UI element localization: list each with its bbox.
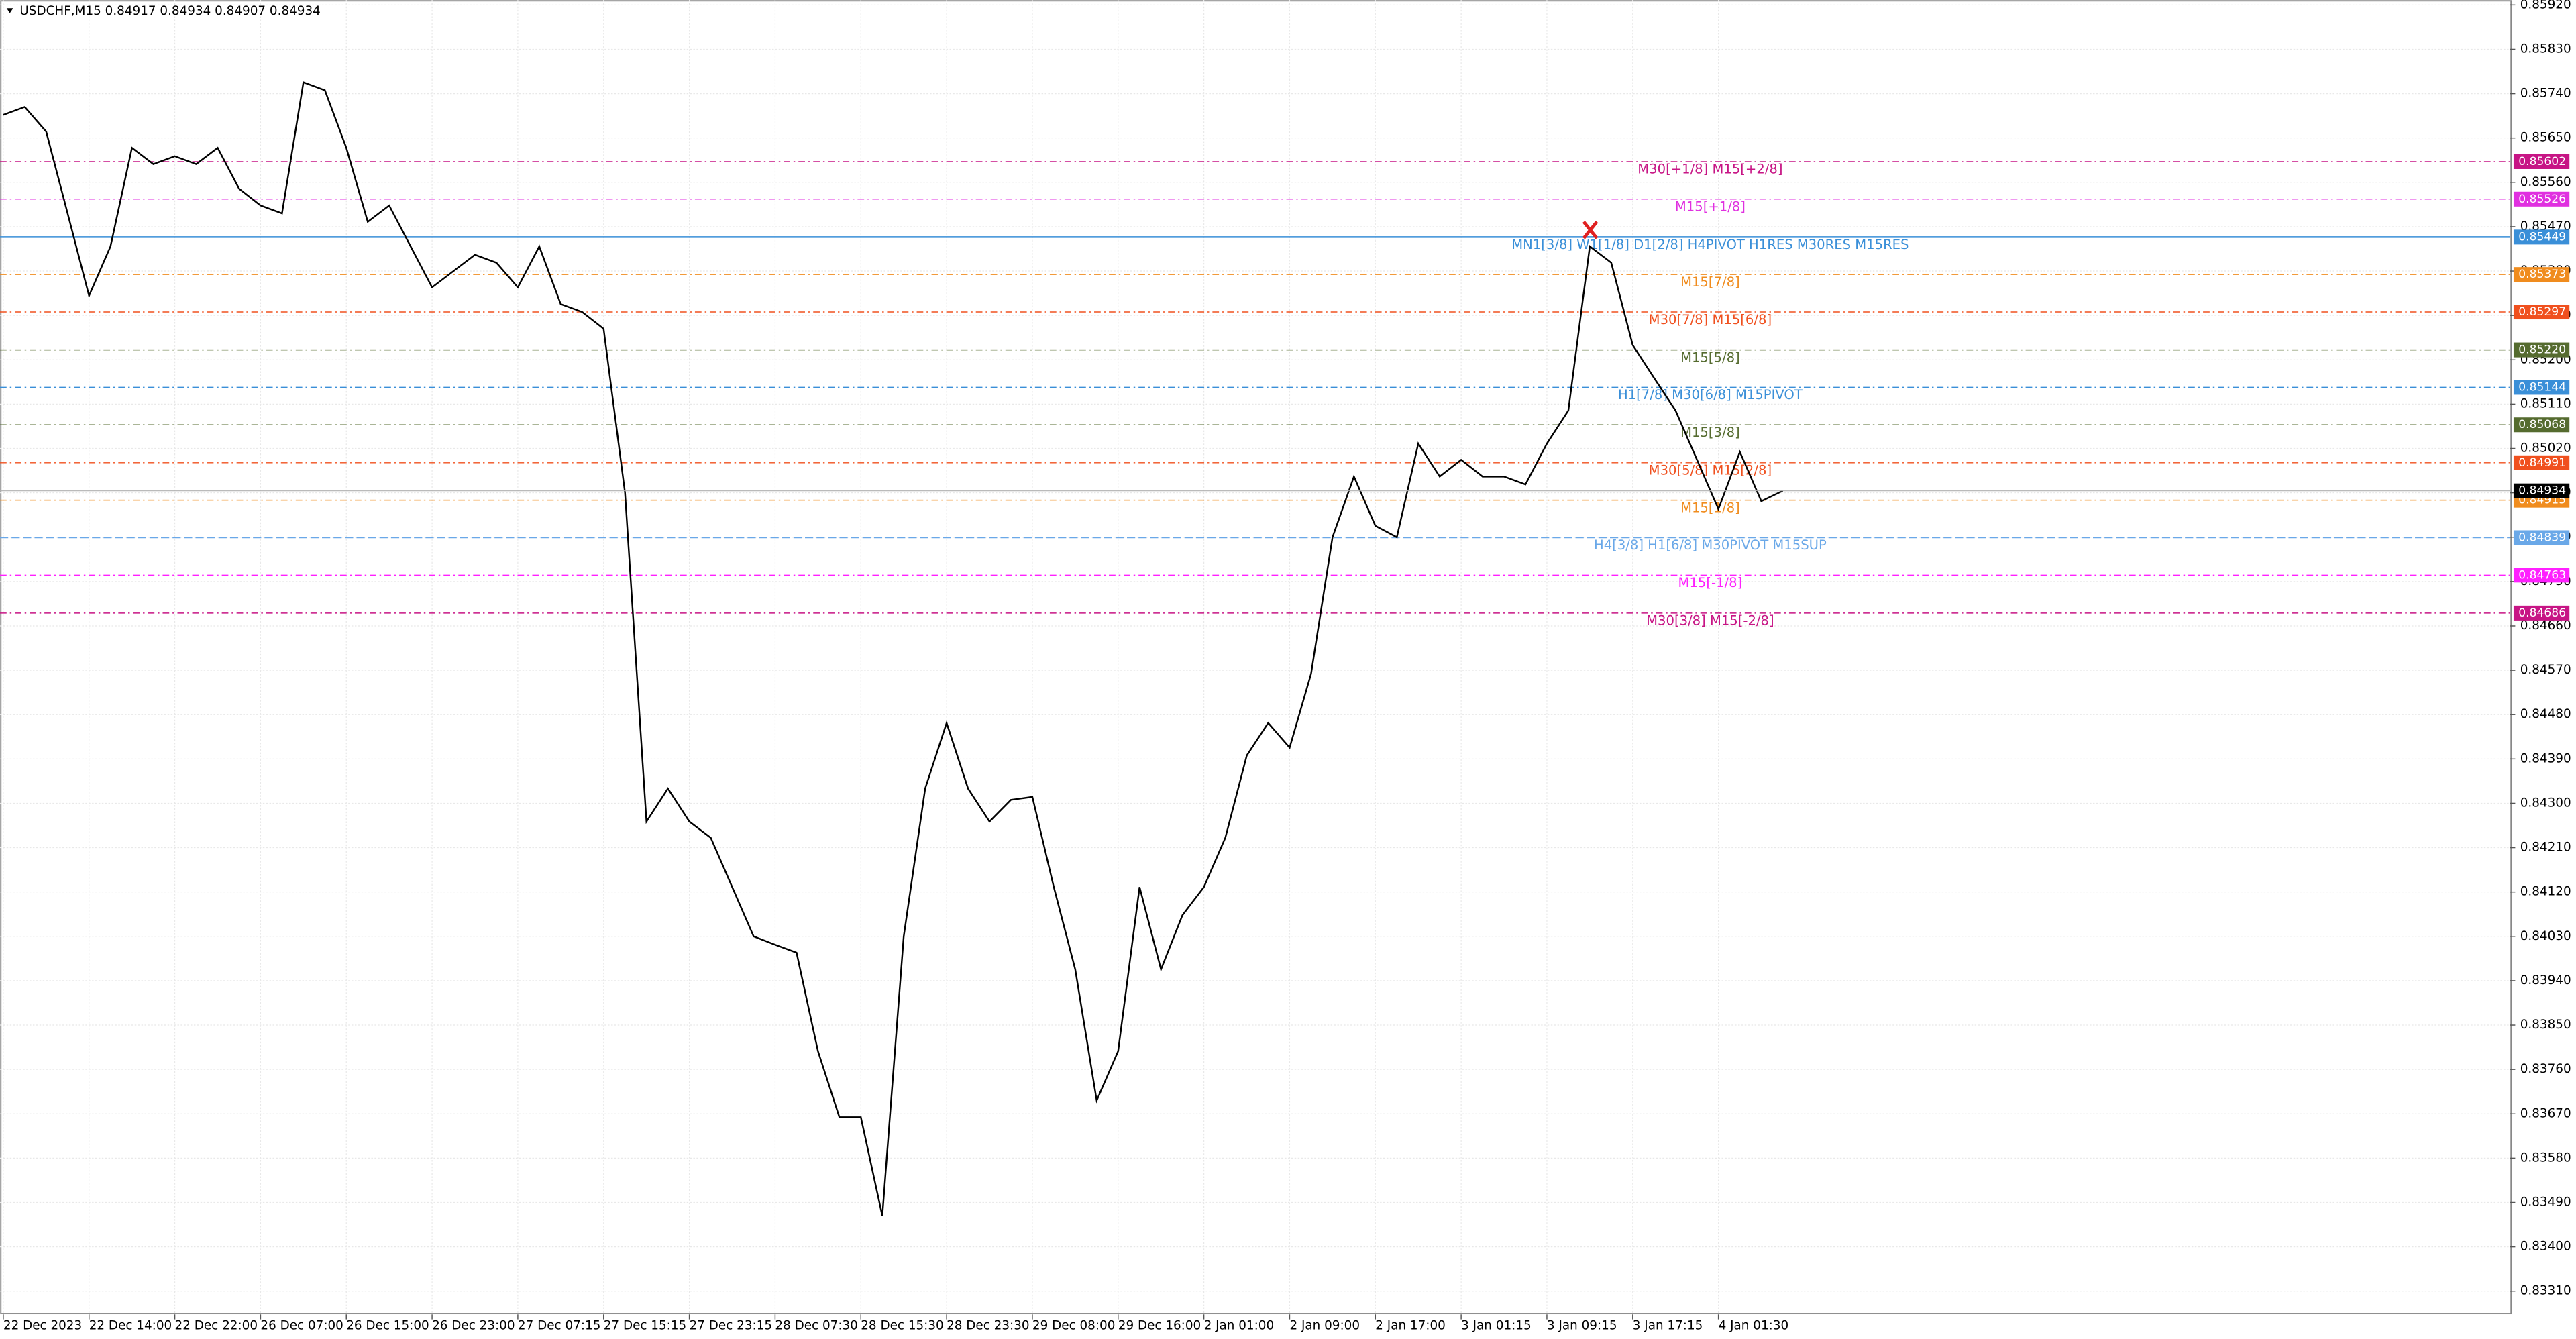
x-tick-label: 22 Dec 14:00 bbox=[89, 1318, 172, 1332]
y-tick-label: 0.83310 bbox=[2520, 1284, 2571, 1298]
x-tick-label: 28 Dec 07:30 bbox=[775, 1318, 857, 1332]
x-tick-label: 22 Dec 2023 bbox=[3, 1318, 82, 1332]
x-tick-label: 29 Dec 16:00 bbox=[1118, 1318, 1201, 1332]
x-tick-label: 27 Dec 07:15 bbox=[518, 1318, 600, 1332]
axis: 0.85920 0.85830 0.85740 0.85650 0.85560 0.854… bbox=[3, 0, 2571, 1332]
level-tag bbox=[2513, 605, 2570, 621]
level-tag bbox=[2513, 568, 2570, 583]
level-tag-label: 0.85526 bbox=[2518, 193, 2566, 206]
x-tick-label: 3 Jan 17:15 bbox=[1633, 1318, 1703, 1332]
x-tick-label: 26 Dec 15:00 bbox=[346, 1318, 429, 1332]
level-tag bbox=[2513, 229, 2570, 245]
level-tag-label: 0.84686 bbox=[2518, 606, 2566, 620]
level-label: M15[5/8] bbox=[1680, 350, 1740, 365]
level-tag-label: 0.85602 bbox=[2518, 155, 2566, 168]
level-tag bbox=[2513, 342, 2570, 358]
current-price-tag bbox=[2513, 483, 2570, 498]
x-tick-label: 29 Dec 08:00 bbox=[1032, 1318, 1115, 1332]
y-tick-label: 0.85110 bbox=[2520, 396, 2571, 411]
x-tick-label: 26 Dec 23:00 bbox=[432, 1318, 515, 1332]
title-arrow bbox=[6, 8, 13, 13]
chart-title: USDCHF,M15 0.84917 0.84934 0.84907 0.849… bbox=[19, 4, 320, 18]
level-label: M15[3/8] bbox=[1680, 425, 1740, 440]
y-tick-label: 0.83760 bbox=[2520, 1062, 2571, 1076]
y-tick-label: 0.83400 bbox=[2520, 1240, 2571, 1254]
y-tick-label: 0.85650 bbox=[2520, 131, 2571, 145]
x-tick-label: 27 Dec 15:15 bbox=[604, 1318, 686, 1332]
y-tick-label: 0.85020 bbox=[2520, 441, 2571, 456]
level-label: M15[7/8] bbox=[1680, 274, 1740, 290]
x-tick-label: 28 Dec 23:30 bbox=[947, 1318, 1029, 1332]
level-tag bbox=[2513, 267, 2570, 282]
x-tick-label: 3 Jan 09:15 bbox=[1547, 1318, 1617, 1332]
level-tag-label: 0.84763 bbox=[2518, 568, 2566, 582]
level-tag-label: 0.85449 bbox=[2518, 230, 2566, 244]
level-label: M30[5/8] M15[2/8] bbox=[1649, 463, 1772, 478]
level-label: H1[7/8] M30[6/8] M15PIVOT bbox=[1618, 387, 1803, 403]
level-label: MN1[3/8] W1[1/8] D1[2/8] H4PIVOT H1RES M… bbox=[1511, 237, 1909, 252]
level-tag-label: 0.84839 bbox=[2518, 531, 2566, 544]
level-label: H4[3/8] H1[6/8] M30PIVOT M15SUP bbox=[1594, 537, 1827, 553]
x-tick-label: 28 Dec 15:30 bbox=[861, 1318, 943, 1332]
y-tick-label: 0.83670 bbox=[2520, 1106, 2571, 1120]
plot bbox=[0, 81, 2511, 1216]
y-tick-label: 0.84210 bbox=[2520, 841, 2571, 855]
level-tag-label: 0.85373 bbox=[2518, 268, 2566, 281]
y-tick-label: 0.84570 bbox=[2520, 663, 2571, 677]
y-tick-label: 0.84120 bbox=[2520, 885, 2571, 899]
y-tick-label: 0.84300 bbox=[2520, 796, 2571, 810]
x-tick-label: 22 Dec 22:00 bbox=[175, 1318, 258, 1332]
current-price-label: 0.84934 bbox=[2518, 484, 2566, 498]
level-label: M30[7/8] M15[6/8] bbox=[1649, 312, 1772, 327]
level-tag bbox=[2513, 530, 2570, 545]
y-tick-label: 0.84660 bbox=[2520, 619, 2571, 633]
level-label: M30[3/8] M15[-2/8] bbox=[1646, 613, 1774, 629]
y-tick-label: 0.85560 bbox=[2520, 175, 2571, 189]
level-label: M15[+1/8] bbox=[1675, 199, 1746, 215]
level-tag bbox=[2513, 455, 2570, 470]
level-label: M15[1/8] bbox=[1680, 500, 1740, 515]
y-tick-label: 0.84480 bbox=[2520, 707, 2571, 721]
trade-marker bbox=[1582, 221, 1599, 239]
y-tick-label: 0.83940 bbox=[2520, 973, 2571, 987]
price-line bbox=[3, 81, 1784, 1216]
level-tag-label: 0.85144 bbox=[2518, 380, 2566, 394]
grid bbox=[0, 0, 2511, 1315]
level-tag bbox=[2513, 154, 2570, 169]
x-tick-label: 27 Dec 23:15 bbox=[690, 1318, 772, 1332]
level-tag bbox=[2513, 417, 2570, 433]
level-tag-label: 0.85297 bbox=[2518, 305, 2566, 319]
x-tick-label: 2 Jan 09:00 bbox=[1289, 1318, 1360, 1332]
level-tag-label: 0.84991 bbox=[2518, 456, 2566, 470]
y-tick-label: 0.83850 bbox=[2520, 1018, 2571, 1032]
level-label: M30[+1/8] M15[+2/8] bbox=[1638, 162, 1782, 177]
x-tick-label: 3 Jan 01:15 bbox=[1461, 1318, 1532, 1332]
x-tick-label: 26 Dec 07:00 bbox=[260, 1318, 343, 1332]
x-tick-label: 2 Jan 17:00 bbox=[1375, 1318, 1446, 1332]
level-tag bbox=[2513, 380, 2570, 395]
level-tag-label: 0.85068 bbox=[2518, 418, 2566, 431]
level-tag-label: 0.85220 bbox=[2518, 343, 2566, 357]
y-tick-label: 0.83490 bbox=[2520, 1195, 2571, 1210]
y-tick-label: 0.84390 bbox=[2520, 751, 2571, 765]
y-tick-label: 0.83580 bbox=[2520, 1150, 2571, 1165]
y-tick-label: 0.85830 bbox=[2520, 42, 2571, 56]
y-tick-label: 0.85740 bbox=[2520, 87, 2571, 101]
levels: M30[+1/8] M15[+2/8] M15[+1/8] MN1[3/8] W1[… bbox=[0, 161, 2511, 629]
level-label: M15[-1/8] bbox=[1678, 575, 1743, 590]
y-tick-label: 0.85920 bbox=[2520, 0, 2571, 11]
level-tag bbox=[2513, 305, 2570, 320]
plot-frame bbox=[0, 0, 2512, 1315]
x-tick-label: 4 Jan 01:30 bbox=[1719, 1318, 1789, 1332]
y-tick-label: 0.84030 bbox=[2520, 929, 2571, 943]
x-tick-label: 2 Jan 01:00 bbox=[1204, 1318, 1275, 1332]
level-tag bbox=[2513, 191, 2570, 207]
